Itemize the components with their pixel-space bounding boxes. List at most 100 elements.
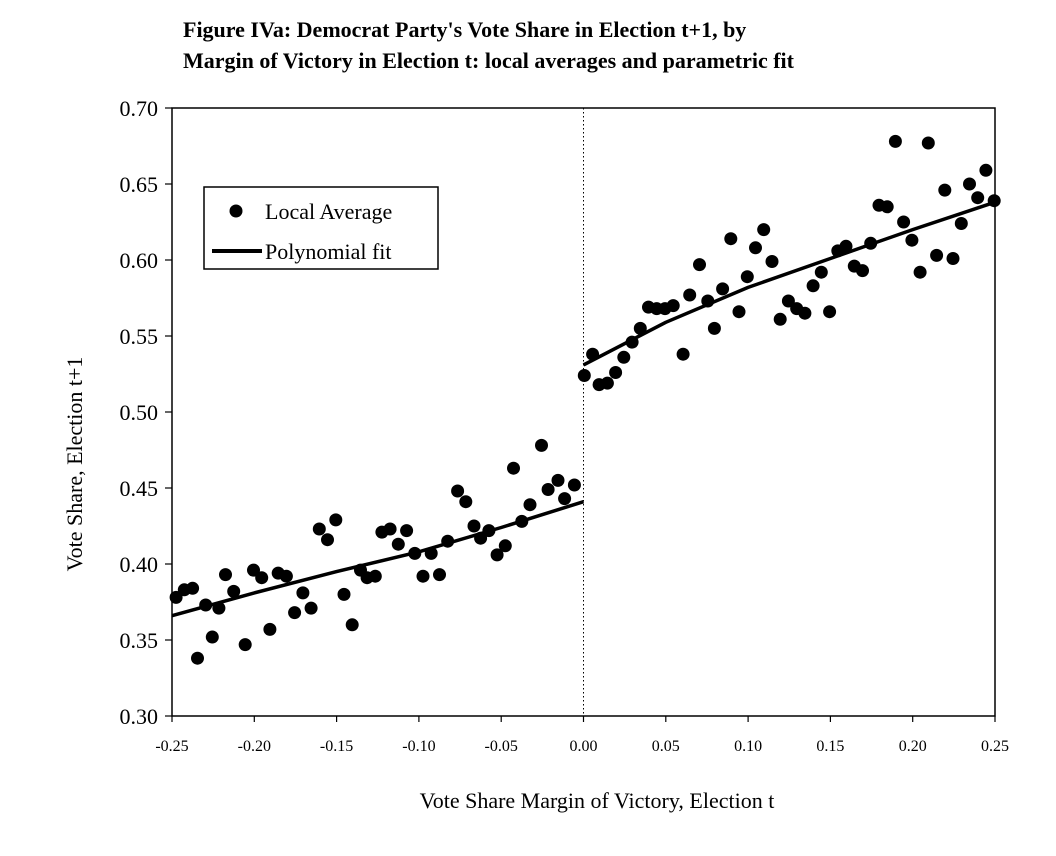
local-average-point	[724, 232, 738, 246]
local-average-point	[617, 350, 631, 364]
local-average-point	[368, 569, 382, 583]
chart-title-line-1: Figure IVa: Democrat Party's Vote Share …	[183, 17, 747, 42]
local-average-point	[773, 312, 787, 326]
local-average-point	[806, 279, 820, 293]
y-tick-label: 0.40	[120, 552, 159, 577]
local-average-point	[416, 569, 430, 583]
local-average-point	[498, 539, 512, 553]
local-average-point	[946, 252, 960, 265]
local-average-point	[938, 183, 952, 197]
local-average-point	[551, 473, 565, 487]
local-average-point	[408, 546, 422, 560]
local-average-point	[205, 630, 219, 644]
legend-dot-marker	[229, 204, 243, 218]
fit-layer	[171, 200, 996, 618]
local-average-point	[186, 581, 200, 595]
local-average-point	[558, 492, 572, 506]
local-average-point	[337, 587, 351, 601]
local-average-point	[740, 270, 754, 284]
local-average-point	[707, 321, 721, 335]
local-average-point	[897, 215, 911, 229]
chart-title: Figure IVa: Democrat Party's Vote Share …	[183, 14, 1043, 76]
local-average-point	[329, 513, 343, 527]
x-tick-label: -0.10	[402, 738, 435, 755]
chart-title-line-2: Margin of Victory in Election t: local a…	[183, 48, 794, 73]
local-average-point	[798, 306, 812, 320]
local-average-point	[199, 598, 213, 612]
local-average-point	[930, 248, 944, 262]
local-average-point	[693, 258, 706, 272]
axes-layer: -0.25 -0.20 -0.15 -0.10 -0.05 0.00 0.05 0.10 0.1…	[120, 96, 1010, 755]
local-average-point	[666, 299, 680, 313]
local-average-point	[169, 590, 183, 604]
local-average-point	[823, 305, 837, 319]
local-average-point	[441, 534, 455, 548]
local-average-point	[255, 571, 269, 585]
local-average-point	[474, 531, 488, 545]
polynomial-fit-line	[171, 500, 585, 618]
local-average-point	[391, 537, 405, 551]
local-average-point	[451, 484, 465, 498]
local-average-point	[701, 294, 715, 308]
local-average-point	[523, 498, 537, 512]
local-average-point	[219, 568, 232, 582]
local-average-point	[963, 177, 976, 191]
local-average-point	[535, 438, 548, 452]
local-average-point	[296, 586, 310, 600]
local-average-point	[312, 522, 326, 536]
local-average-point	[238, 638, 252, 652]
local-average-point	[971, 191, 985, 205]
local-average-point	[345, 618, 359, 632]
local-average-point	[765, 255, 779, 268]
y-tick-label: 0.30	[120, 704, 159, 729]
local-average-point	[383, 522, 397, 536]
x-tick-label: 0.25	[981, 738, 1009, 755]
local-average-point	[979, 163, 993, 177]
x-tick-label: -0.25	[155, 738, 188, 755]
local-average-point	[424, 546, 438, 560]
local-average-point	[716, 282, 730, 296]
y-tick-label: 0.45	[120, 476, 159, 501]
local-average-point	[600, 376, 614, 390]
y-tick-label: 0.70	[120, 96, 159, 121]
x-tick-label: -0.20	[238, 738, 271, 755]
legend-box	[203, 186, 439, 270]
local-average-point	[191, 651, 204, 665]
local-average-point	[905, 233, 919, 247]
local-average-point	[586, 347, 600, 361]
local-average-point	[913, 265, 927, 279]
y-tick-label: 0.35	[120, 628, 159, 653]
points-layer	[169, 134, 1001, 665]
local-average-point	[227, 584, 241, 598]
local-average-point	[400, 524, 414, 538]
local-average-point	[732, 305, 746, 319]
legend-label: Polynomial fit	[265, 239, 392, 264]
local-average-point	[321, 533, 334, 547]
local-average-point	[954, 217, 968, 230]
x-tick-label: 0.15	[816, 738, 844, 755]
y-axis-label: Vote Share, Election t+1	[62, 357, 87, 572]
local-average-point	[263, 622, 277, 636]
polynomial-fit-line	[582, 200, 996, 367]
local-average-point	[814, 265, 828, 279]
y-tick-label: 0.65	[120, 172, 159, 197]
local-average-point	[304, 601, 318, 615]
local-average-point	[676, 347, 690, 361]
local-average-point	[921, 136, 935, 150]
local-average-point	[683, 288, 697, 302]
local-average-point	[247, 563, 260, 577]
local-average-point	[482, 524, 496, 538]
local-average-point	[515, 514, 529, 528]
local-average-point	[864, 236, 878, 250]
local-average-point	[633, 321, 647, 335]
local-average-point	[467, 519, 481, 533]
local-average-point	[987, 194, 1001, 208]
local-average-point	[609, 366, 623, 379]
local-average-point	[625, 335, 639, 349]
local-average-point	[279, 569, 293, 583]
x-tick-label: -0.15	[320, 738, 353, 755]
local-average-point	[507, 461, 520, 475]
local-average-point	[856, 264, 869, 278]
legend: Local Average Polynomial fit	[203, 186, 439, 270]
local-average-point	[781, 294, 795, 308]
